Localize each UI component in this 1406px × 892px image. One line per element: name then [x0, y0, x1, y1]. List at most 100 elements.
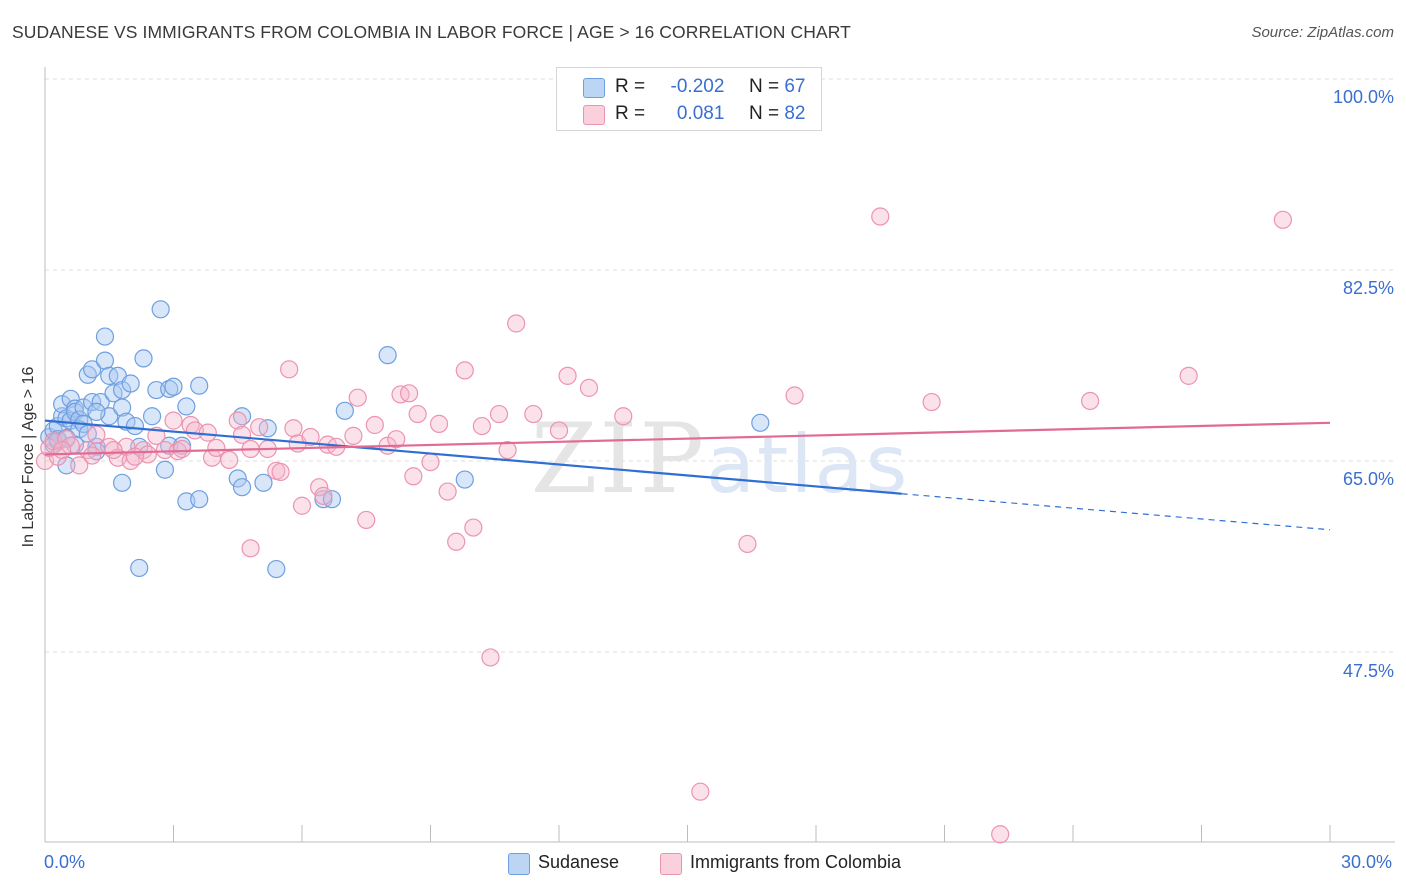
sudanese-point — [130, 558, 149, 578]
y-tick-label: 100.0% — [1332, 87, 1394, 107]
colombia-point — [292, 496, 312, 515]
axes — [44, 67, 1395, 843]
sudanese-point — [91, 392, 110, 412]
sudanese-point — [117, 412, 136, 431]
colombia-point — [1273, 210, 1292, 229]
sudanese-point — [164, 377, 183, 396]
colombia-point — [614, 407, 633, 426]
y-axis-label: In Labor Force | Age > 16 — [20, 366, 37, 548]
legend-r-label: R = — [615, 76, 646, 97]
colombia-point — [198, 423, 217, 442]
sudanese-point — [95, 351, 115, 370]
colombia-point — [785, 386, 804, 405]
colombia-point — [314, 486, 333, 506]
colombia-point — [579, 378, 599, 397]
colombia-point — [871, 207, 890, 226]
colombia-point — [125, 447, 145, 466]
legend-r-value: 0.081 — [676, 103, 725, 124]
colombia-point — [220, 450, 239, 470]
colombia-point — [147, 426, 166, 445]
colombia-point — [421, 452, 440, 472]
colombia-point — [1179, 366, 1198, 385]
colombia-point — [344, 426, 363, 445]
colombia-point — [464, 518, 483, 537]
x-tick-label-min: 0.0% — [44, 852, 86, 872]
legend-swatch — [583, 105, 605, 125]
legend-r-label: R = — [615, 103, 646, 124]
colombia-point — [489, 404, 509, 424]
sudanese-point — [83, 360, 102, 379]
y-tick-label: 47.5% — [1342, 661, 1394, 681]
legend-swatch — [583, 78, 605, 98]
colombia-point — [429, 414, 449, 433]
legend-n-label: N = — [748, 76, 780, 97]
x-tick-label-max: 30.0% — [1340, 852, 1392, 872]
sudanese-point — [147, 380, 166, 400]
colombia-point — [104, 440, 123, 460]
colombia-point — [280, 360, 299, 379]
chart-title: SUDANESE VS IMMIGRANTS FROM COLOMBIA IN … — [12, 22, 851, 42]
colombia-point — [549, 421, 569, 440]
legend-label: Immigrants from Colombia — [690, 852, 902, 872]
sudanese-point — [112, 473, 132, 492]
sudanese-point — [177, 397, 196, 416]
colombia-point — [472, 416, 491, 436]
stats-legend: R = -0.202 N = 67 R = 0.081 N = 82 — [556, 67, 822, 131]
sudanese-point — [142, 407, 162, 426]
sudanese-point — [95, 327, 115, 346]
sudanese-point — [87, 402, 106, 421]
sudanese-point — [228, 469, 247, 488]
colombia-point — [1081, 391, 1100, 411]
sudanese-point — [125, 416, 145, 436]
colombia-point — [284, 419, 303, 438]
sudanese-trend-extension — [901, 493, 1331, 531]
colombia-point — [387, 430, 406, 449]
scatter-points — [35, 207, 1292, 844]
colombia-point — [232, 425, 252, 444]
colombia-point — [357, 510, 376, 530]
sudanese-point — [151, 300, 170, 319]
sudanese-point — [751, 413, 770, 432]
sudanese-point — [378, 346, 397, 365]
sudanese-point — [190, 490, 209, 509]
sudanese-point — [232, 478, 252, 497]
sudanese-point — [155, 460, 175, 479]
legend-r-value: -0.202 — [670, 76, 725, 97]
trend-lines — [44, 419, 1331, 531]
sudanese-point — [335, 401, 354, 420]
colombia-point — [228, 411, 247, 430]
colombia-point — [447, 532, 466, 551]
colombia-point — [87, 425, 106, 444]
legend-swatch — [660, 853, 682, 875]
sudanese-point — [121, 374, 140, 393]
colombia-point — [301, 427, 320, 447]
colombia-point — [164, 411, 183, 430]
colombia-point — [250, 418, 269, 437]
colombia-point — [271, 462, 290, 482]
colombia-trend-line — [44, 421, 1331, 456]
watermark: ZIPatlas — [531, 403, 910, 515]
colombia-point — [507, 314, 526, 333]
colombia-point — [404, 467, 423, 486]
colombia-point — [172, 439, 192, 459]
colombia-point — [241, 539, 260, 558]
colombia-point — [310, 478, 329, 497]
sudanese-trend-line — [44, 419, 902, 495]
colombia-point — [691, 782, 710, 801]
legend-label: Sudanese — [538, 852, 620, 872]
colombia-point — [498, 440, 517, 460]
sudanese-point — [254, 473, 273, 492]
colombia-point — [399, 384, 419, 403]
colombia-point — [83, 446, 102, 465]
colombia-point — [558, 366, 577, 385]
colombia-point — [348, 388, 367, 407]
colombia-point — [524, 404, 543, 424]
colombia-point — [738, 534, 757, 554]
sudanese-point — [190, 376, 209, 395]
colombia-point — [70, 456, 89, 475]
legend-n-value: 82 — [784, 103, 806, 124]
sudanese-point — [134, 349, 153, 368]
colombia-point — [408, 404, 427, 424]
colombia-point — [481, 648, 500, 667]
